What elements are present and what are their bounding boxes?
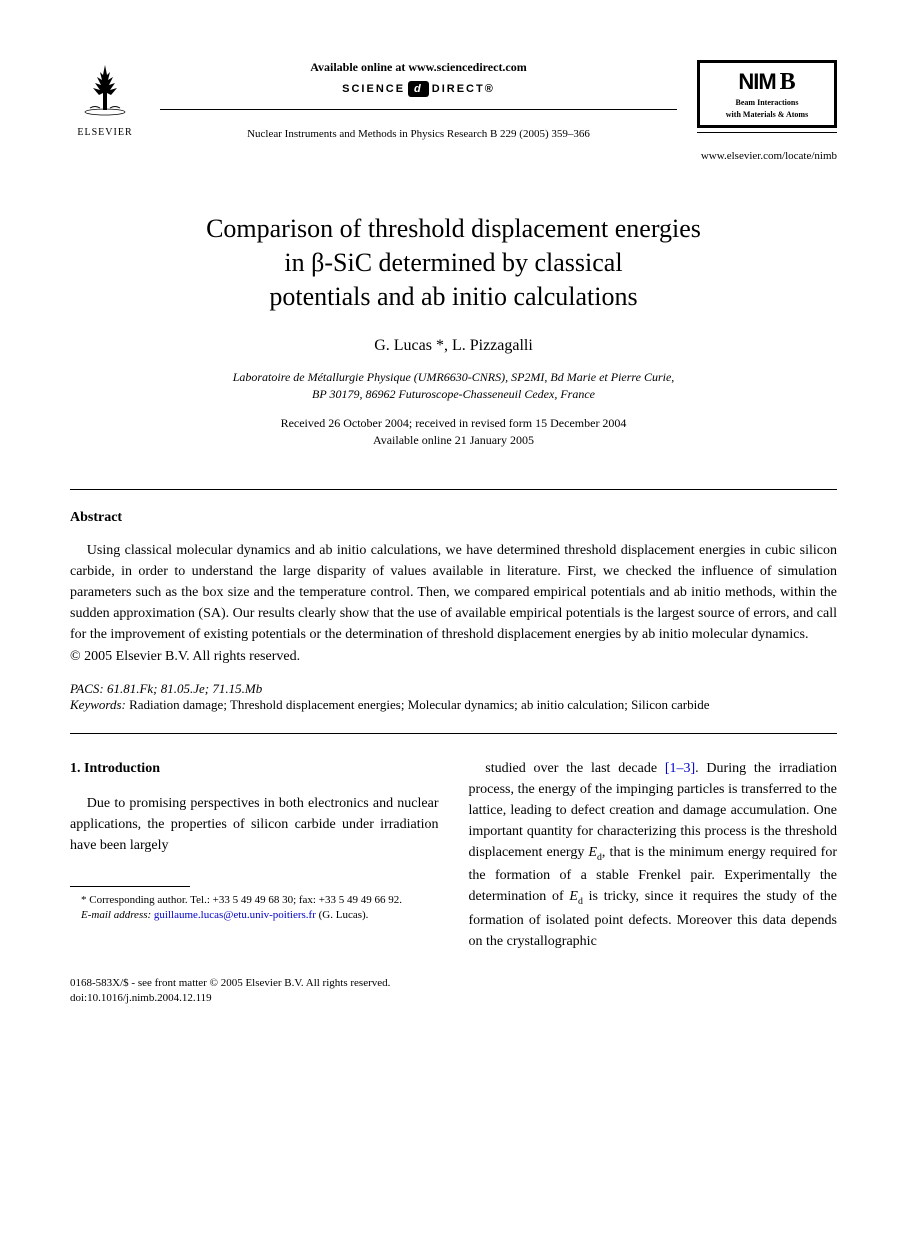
pacs-label: PACS: xyxy=(70,681,104,696)
science-label-1: SCIENCE xyxy=(342,83,405,95)
journal-reference: Nuclear Instruments and Methods in Physi… xyxy=(160,128,677,140)
dates-line-2: Available online 21 January 2005 xyxy=(373,433,534,447)
science-label-2: DIRECT® xyxy=(432,83,495,95)
abstract-bottom-rule xyxy=(70,733,837,734)
elsevier-text: ELSEVIER xyxy=(70,127,140,138)
citation-link[interactable]: [1–3] xyxy=(665,761,695,776)
title-line-2: in β-SiC determined by classical xyxy=(284,248,622,277)
footnote-email-link[interactable]: guillaume.lucas@etu.univ-poitiers.fr xyxy=(154,909,316,921)
right-column: studied over the last decade [1–3]. Duri… xyxy=(469,758,838,952)
abstract-copyright: © 2005 Elsevier B.V. All rights reserved… xyxy=(70,649,837,665)
sciencedirect-logo: SCIENCEdDIRECT® xyxy=(160,81,677,97)
keywords-line: Keywords: Radiation damage; Threshold di… xyxy=(70,697,837,713)
footer-line-2: doi:10.1016/j.nimb.2004.12.119 xyxy=(70,991,837,1006)
intro-heading: 1. Introduction xyxy=(70,758,439,779)
ed-symbol-1: E xyxy=(588,845,597,860)
nimb-sub2: with Materials & Atoms xyxy=(708,110,826,120)
footnote-email-line: E-mail address: guillaume.lucas@etu.univ… xyxy=(70,908,439,923)
page-footer: 0168-583X/$ - see front matter © 2005 El… xyxy=(70,976,837,1007)
abstract-heading: Abstract xyxy=(70,510,837,526)
abstract-text: Using classical molecular dynamics and a… xyxy=(70,540,837,645)
sciencedirect-at-icon: d xyxy=(408,81,429,97)
title-line-1: Comparison of threshold displacement ene… xyxy=(206,214,701,243)
authors: G. Lucas *, L. Pizzagalli xyxy=(70,337,837,355)
affiliation-line-2: BP 30179, 86962 Futuroscope-Chasseneuil … xyxy=(312,387,595,401)
nimb-b: B xyxy=(780,69,796,95)
abstract-top-rule xyxy=(70,489,837,490)
right-text-1: studied over the last decade xyxy=(485,761,665,776)
elsevier-logo: ELSEVIER xyxy=(70,60,140,138)
pacs-line: PACS: 61.81.Fk; 81.05.Je; 71.15.Mb xyxy=(70,681,837,697)
nimb-main: NIM xyxy=(738,69,775,94)
elsevier-tree-icon xyxy=(75,60,135,120)
affiliation-line-1: Laboratoire de Métallurgie Physique (UMR… xyxy=(233,370,675,384)
intro-right-paragraph: studied over the last decade [1–3]. Duri… xyxy=(469,758,838,952)
header-row: ELSEVIER Available online at www.science… xyxy=(70,60,837,140)
footnote-block: * Corresponding author. Tel.: +33 5 49 4… xyxy=(70,893,439,924)
dates-line-1: Received 26 October 2004; received in re… xyxy=(281,416,627,430)
body-columns: 1. Introduction Due to promising perspec… xyxy=(70,758,837,952)
footnote-email-label: E-mail address: xyxy=(81,909,151,921)
footnote-corresponding: * Corresponding author. Tel.: +33 5 49 4… xyxy=(70,893,439,908)
keywords-values: Radiation damage; Threshold displacement… xyxy=(126,697,710,712)
center-header: Available online at www.sciencedirect.co… xyxy=(140,60,697,140)
paper-title: Comparison of threshold displacement ene… xyxy=(70,212,837,313)
left-column: 1. Introduction Due to promising perspec… xyxy=(70,758,439,952)
pacs-values: 61.81.Fk; 81.05.Je; 71.15.Mb xyxy=(104,681,263,696)
footnote-rule xyxy=(70,886,190,887)
journal-url[interactable]: www.elsevier.com/locate/nimb xyxy=(70,150,837,162)
footnote-email-suffix: (G. Lucas). xyxy=(316,909,369,921)
available-online-text: Available online at www.sciencedirect.co… xyxy=(160,60,677,75)
publication-dates: Received 26 October 2004; received in re… xyxy=(70,415,837,449)
nimb-container: NIMB Beam Interactions with Materials & … xyxy=(697,60,837,137)
keywords-label: Keywords: xyxy=(70,697,126,712)
nimb-logo-box: NIMB Beam Interactions with Materials & … xyxy=(697,60,837,128)
ed-symbol-2: E xyxy=(569,889,578,904)
nimb-sub1: Beam Interactions xyxy=(708,98,826,108)
footer-line-1: 0168-583X/$ - see front matter © 2005 El… xyxy=(70,976,837,991)
header-rule xyxy=(160,109,677,110)
affiliation: Laboratoire de Métallurgie Physique (UMR… xyxy=(70,369,837,403)
nimb-logo-row: NIMB xyxy=(708,69,826,96)
intro-left-paragraph: Due to promising perspectives in both el… xyxy=(70,793,439,856)
nimb-rule xyxy=(697,132,837,133)
title-line-3: potentials and ab initio calculations xyxy=(269,282,637,311)
